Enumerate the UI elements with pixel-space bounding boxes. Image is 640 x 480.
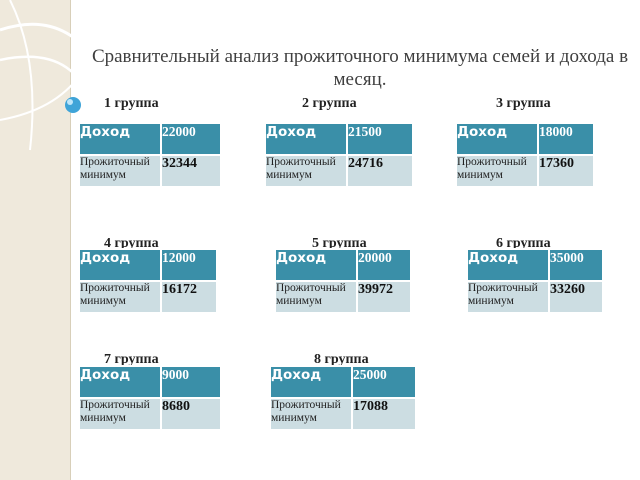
group-label: 1 группа — [104, 96, 159, 111]
income-label: Доход — [274, 248, 358, 282]
minimum-value: 24716 — [346, 154, 414, 188]
group-label: 4 группа — [104, 236, 159, 251]
income-label: Доход — [466, 248, 550, 282]
income-value: 18000 — [537, 122, 595, 156]
income-value: 25000 — [351, 365, 417, 399]
income-label: Доход — [78, 365, 162, 399]
group-label: 8 группа — [314, 352, 369, 367]
minimum-value: 32344 — [160, 154, 222, 188]
income-label: Доход — [78, 122, 162, 156]
group-label: 3 группа — [496, 96, 551, 111]
page-title: Сравнительный анализ прожиточного миниму… — [91, 46, 629, 90]
income-label: Доход — [78, 248, 162, 282]
decorative-sidebar — [0, 0, 71, 480]
minimum-value: 33260 — [548, 280, 604, 314]
minimum-label: Прожиточный минимум — [274, 280, 358, 314]
group-label: 6 группа — [496, 236, 551, 251]
minimum-label: Прожиточный минимум — [264, 154, 348, 188]
income-value: 12000 — [160, 248, 218, 282]
minimum-label: Прожиточный минимум — [455, 154, 539, 188]
income-value: 20000 — [356, 248, 412, 282]
income-label: Доход — [455, 122, 539, 156]
group-2-table: Доход 21500 Прожиточный минимум 24716 — [264, 122, 414, 188]
income-value: 22000 — [160, 122, 222, 156]
group-1-table: Доход 22000 Прожиточный минимум 32344 — [78, 122, 222, 188]
minimum-value: 39972 — [356, 280, 412, 314]
group-8-table: Доход 25000 Прожиточный минимум 17088 — [269, 365, 417, 431]
income-label: Доход — [264, 122, 348, 156]
minimum-label: Прожиточный минимум — [78, 280, 162, 314]
minimum-label: Прожиточный минимум — [466, 280, 550, 314]
minimum-value: 17088 — [351, 397, 417, 431]
income-label: Доход — [269, 365, 353, 399]
group-6-table: Доход 35000 Прожиточный минимум 33260 — [466, 248, 604, 314]
income-value: 9000 — [160, 365, 222, 399]
minimum-value: 17360 — [537, 154, 595, 188]
group-3-table: Доход 18000 Прожиточный минимум 17360 — [455, 122, 595, 188]
group-label: 5 группа — [312, 236, 367, 251]
income-value: 35000 — [548, 248, 604, 282]
group-7-table: Доход 9000 Прожиточный минимум 8680 — [78, 365, 222, 431]
minimum-value: 16172 — [160, 280, 218, 314]
group-label: 2 группа — [302, 96, 357, 111]
minimum-label: Прожиточный минимум — [78, 397, 162, 431]
minimum-label: Прожиточный минимум — [269, 397, 353, 431]
minimum-value: 8680 — [160, 397, 222, 431]
minimum-label: Прожиточный минимум — [78, 154, 162, 188]
group-5-table: Доход 20000 Прожиточный минимум 39972 — [274, 248, 412, 314]
group-label: 7 группа — [104, 352, 159, 367]
income-value: 21500 — [346, 122, 414, 156]
group-4-table: Доход 12000 Прожиточный минимум 16172 — [78, 248, 218, 314]
